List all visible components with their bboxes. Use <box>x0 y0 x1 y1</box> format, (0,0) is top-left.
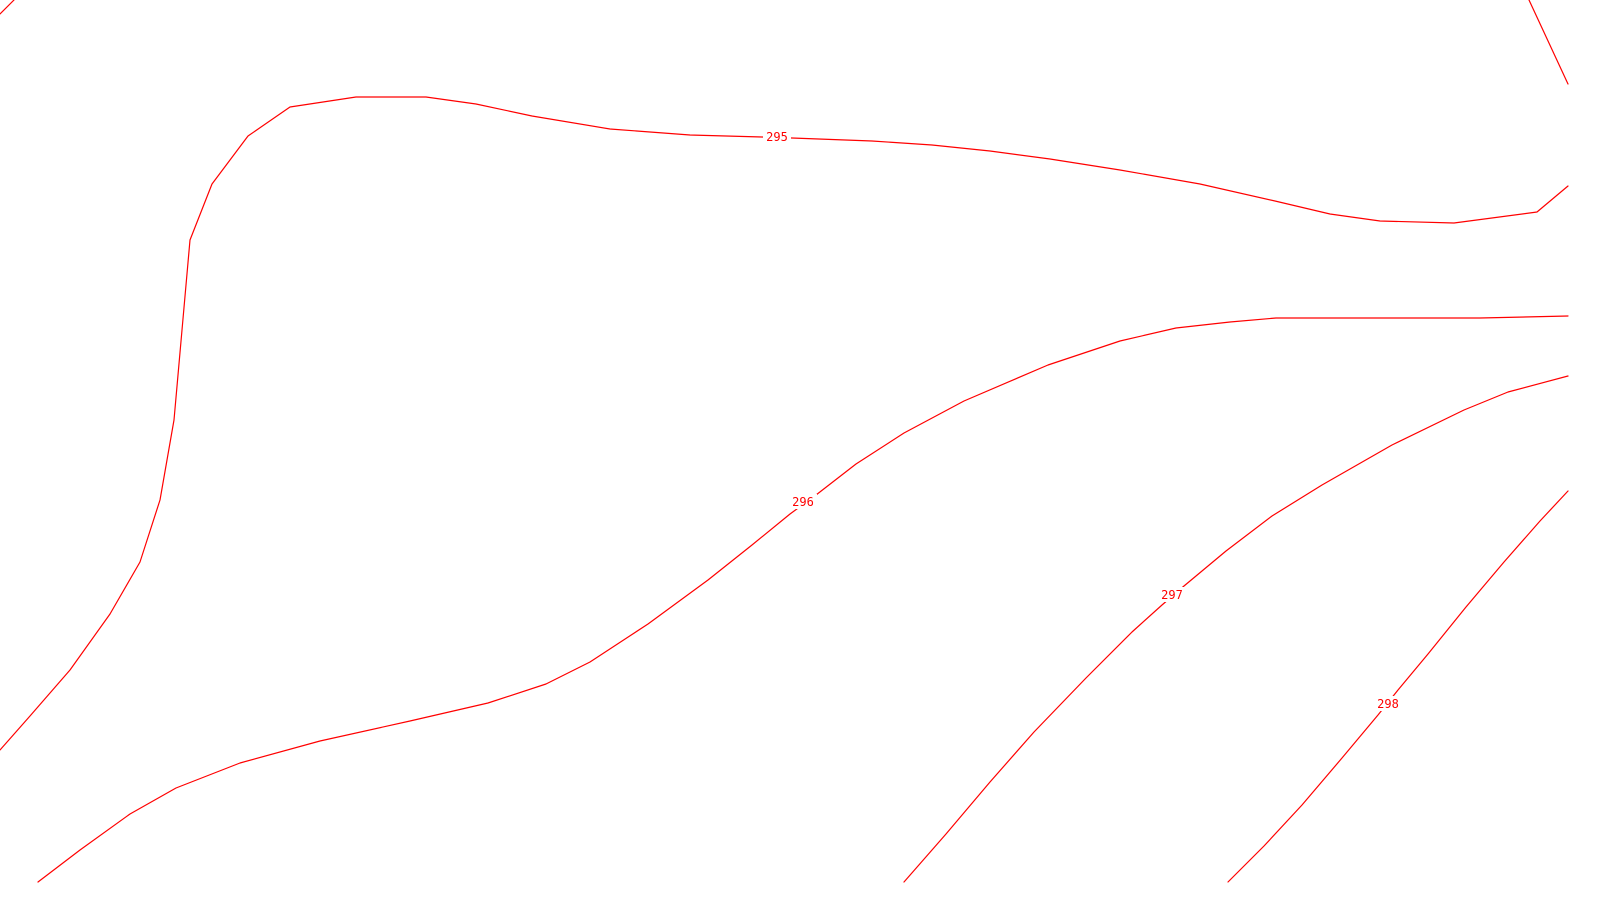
contour-label-298: 298 <box>1377 697 1399 711</box>
contour-label-296-bg <box>789 494 817 509</box>
contour-label-297-bg <box>1158 587 1186 602</box>
contour-label-298-bg <box>1374 696 1402 711</box>
contour-line-295 <box>0 96 1569 751</box>
contour-line-298 <box>1227 490 1569 883</box>
contour-label-295: 295 <box>766 130 788 144</box>
contour-label-296: 296 <box>792 495 814 509</box>
contour-line-296 <box>37 315 1569 883</box>
contour-label-297: 297 <box>1161 588 1183 602</box>
contour-label-295-bg <box>763 129 791 144</box>
contour-line-295-fragment-top-right <box>1528 0 1569 85</box>
contour-line-295-fragment-top-left <box>0 0 15 15</box>
contour-line-297 <box>903 375 1569 883</box>
